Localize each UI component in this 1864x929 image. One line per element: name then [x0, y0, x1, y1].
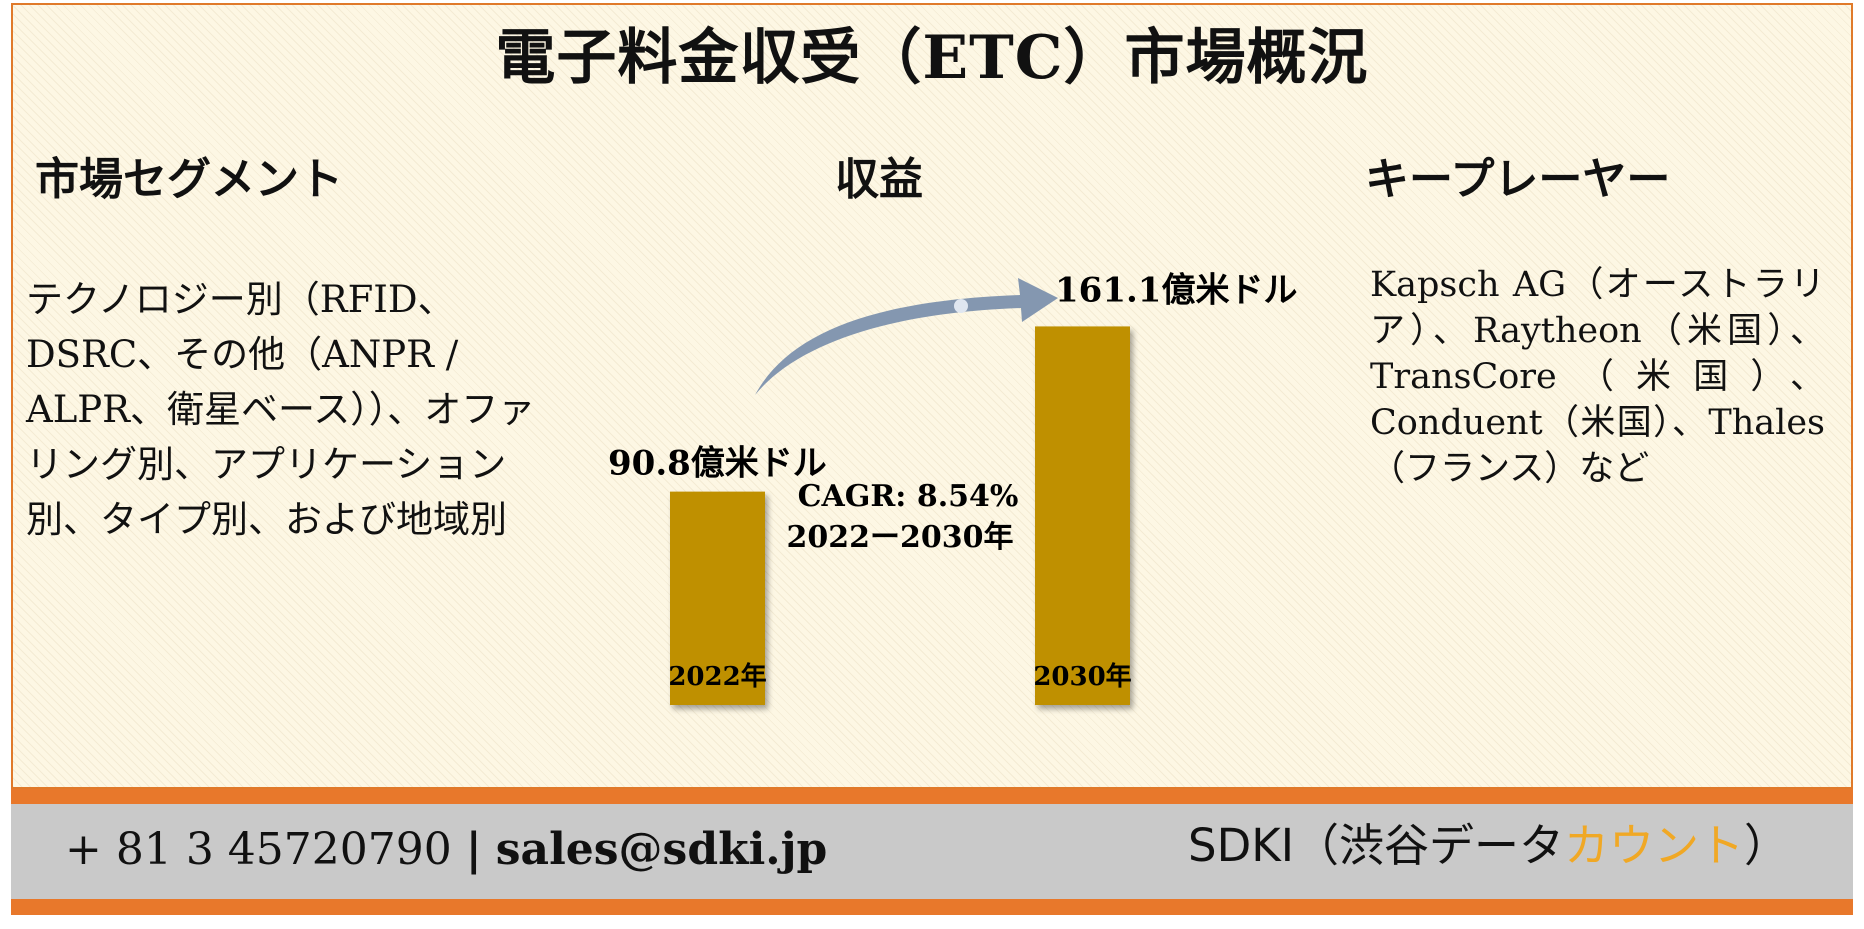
growth-arrow-icon: [755, 278, 1058, 395]
footer-bar: [11, 804, 1853, 899]
brand-name: SDKI（渋谷データカウント）: [1188, 816, 1789, 876]
brand-main: SDKI（渋谷データ: [1188, 819, 1564, 872]
arrow-dot: [954, 299, 968, 313]
bar-0: [670, 491, 765, 705]
overview-panel: [11, 3, 1853, 789]
bar-1: [1035, 326, 1130, 705]
footer-bottom-stripe: [11, 899, 1853, 915]
category-label-1: 2030年: [1033, 661, 1131, 692]
phone-number: + 81 3 45720790: [65, 824, 452, 875]
value-label-0: 90.8億米ドル: [608, 444, 827, 484]
page-title: 電子料金収受（ETC）市場概況: [495, 23, 1369, 93]
key-players-text: Kapsch AG（オーストラリア）、Raytheon（米国）、TransCor…: [1370, 265, 1825, 489]
cagr-period-label: 2022ー2030年: [787, 520, 1014, 555]
contact-info: + 81 3 45720790 | sales@sdki.jp: [65, 820, 827, 880]
cagr-label: CAGR: 8.54%: [798, 479, 1019, 514]
brand-accent: カウント: [1564, 819, 1745, 872]
segments-heading: 市場セグメント: [35, 154, 343, 205]
key-players-heading: キープレーヤー: [1365, 154, 1671, 205]
email-link[interactable]: sales@sdki.jp: [495, 824, 828, 875]
segments-text: テクノロジー別（RFID、DSRC、その他（ANPR / ALPR、衛星ベース）…: [26, 278, 536, 541]
category-label-0: 2022年: [668, 661, 766, 692]
footer-top-stripe: [11, 789, 1853, 804]
brand-end: ）: [1744, 819, 1790, 872]
value-label-1: 161.1億米ドル: [1055, 270, 1297, 310]
revenue-heading: 収益: [835, 154, 923, 205]
separator: |: [465, 824, 482, 875]
